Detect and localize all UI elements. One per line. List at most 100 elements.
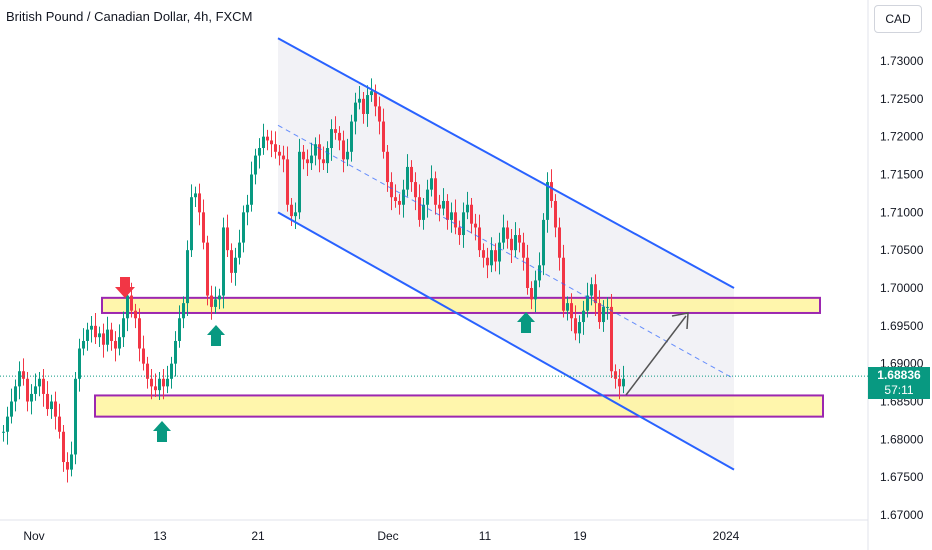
candle-body — [226, 227, 229, 251]
candle-body — [38, 378, 41, 387]
candle-body — [290, 204, 293, 217]
candle-body — [190, 197, 193, 251]
candle-body — [510, 238, 513, 251]
candle-body — [78, 348, 81, 379]
candle-body — [498, 242, 501, 262]
candle-body — [434, 178, 437, 205]
candle-body — [386, 151, 389, 183]
candle-body — [298, 151, 301, 213]
candle-body — [246, 204, 249, 213]
candle-body — [530, 288, 533, 300]
x-tick-label: Nov — [23, 529, 44, 543]
candle-body — [586, 295, 589, 311]
candle-body — [58, 416, 61, 432]
candle-body — [334, 129, 337, 133]
red-down-arrow-icon — [115, 277, 135, 298]
channel-mid-line — [277, 124, 735, 380]
candle-body — [622, 378, 625, 387]
candle-body — [90, 325, 93, 330]
candle-body — [242, 212, 245, 243]
candle-body — [330, 129, 333, 149]
candle-body — [146, 363, 149, 379]
candle-body — [138, 318, 141, 349]
y-tick-label: 1.69500 — [880, 319, 924, 333]
candle-body — [14, 386, 17, 402]
last-price-label: 1.68836 — [877, 368, 921, 382]
y-tick-label: 1.71000 — [880, 205, 924, 219]
candle-body — [574, 318, 577, 334]
candle-body — [82, 340, 85, 349]
candle-body — [194, 193, 197, 198]
y-tick-label: 1.70500 — [880, 243, 924, 257]
candle-body — [166, 378, 169, 387]
candle-body — [526, 257, 529, 288]
candle-body — [254, 155, 257, 175]
projection-arrow-line — [625, 315, 687, 396]
candle-body — [218, 295, 221, 300]
x-tick-label: Dec — [377, 529, 398, 543]
candle-body — [370, 91, 373, 96]
candle-body — [590, 284, 593, 296]
candle-body — [30, 393, 33, 402]
x-tick-label: 19 — [573, 529, 587, 543]
candle-body — [26, 378, 29, 402]
candle-body — [482, 250, 485, 258]
candle-body — [426, 189, 429, 205]
candle-body — [250, 174, 253, 205]
candle-body — [230, 250, 233, 273]
candle-body — [570, 303, 573, 319]
candle-body — [546, 182, 549, 220]
candle-body — [34, 386, 37, 394]
candle-body — [322, 159, 325, 164]
candle-body — [410, 166, 413, 183]
candle-body — [522, 242, 525, 258]
candle-body — [154, 386, 157, 391]
zone-rect — [101, 296, 821, 314]
candle-body — [462, 212, 465, 236]
candle-body — [314, 144, 317, 156]
candle-body — [174, 340, 177, 364]
candle-body — [422, 204, 425, 220]
candle-body — [182, 303, 185, 319]
zone-rect — [94, 394, 824, 418]
x-tick-label: 13 — [153, 529, 167, 543]
candle-body — [450, 212, 453, 220]
candle-body — [486, 257, 489, 266]
candle-body — [490, 250, 493, 266]
candle-body — [206, 242, 209, 296]
candle-body — [606, 306, 609, 308]
candle-body — [258, 148, 261, 156]
candle-body — [62, 431, 65, 463]
candle-body — [118, 337, 121, 349]
candle-body — [566, 303, 569, 311]
y-tick-label: 1.72000 — [880, 130, 924, 144]
candle-body — [270, 140, 273, 145]
candle-body — [470, 204, 473, 224]
candle-body — [170, 363, 173, 379]
candle-body — [66, 462, 69, 470]
candle-body — [70, 454, 73, 470]
candle-body — [366, 95, 369, 114]
candle-body — [398, 200, 401, 205]
projection-arrowhead — [671, 312, 689, 330]
candle-body — [378, 106, 381, 122]
candle-body — [466, 204, 469, 213]
candle-body — [514, 235, 517, 251]
candle-body — [454, 212, 457, 228]
candle-body — [238, 242, 241, 258]
candle-body — [438, 204, 441, 209]
currency-button[interactable]: CAD — [874, 5, 922, 33]
candle-body — [158, 378, 161, 391]
candle-body — [94, 325, 97, 338]
candle-body — [390, 182, 393, 198]
candle-body — [294, 212, 297, 217]
candle-body — [202, 212, 205, 243]
candle-body — [478, 227, 481, 251]
candle-body — [382, 121, 385, 152]
candle-body — [50, 401, 53, 410]
candle-body — [362, 98, 365, 114]
candle-body — [186, 250, 189, 304]
candle-body — [430, 178, 433, 190]
candle-body — [394, 197, 397, 201]
